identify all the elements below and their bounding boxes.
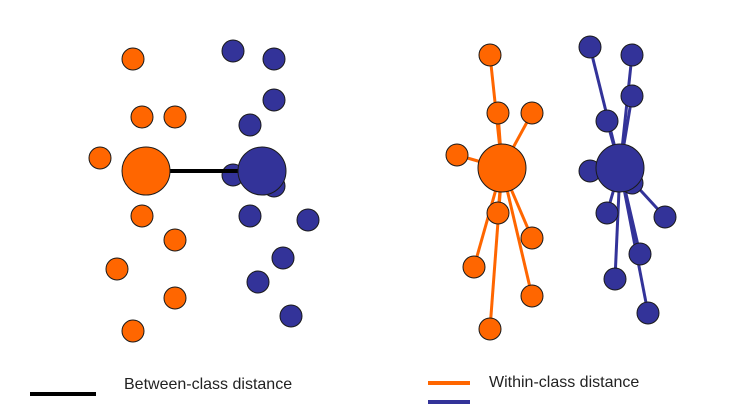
blue-class-point <box>246 270 270 294</box>
blue-class-point <box>221 39 245 63</box>
blue-class-point <box>279 304 303 328</box>
orange-class-point <box>486 101 510 125</box>
orange-class-point <box>520 101 544 125</box>
within-class-line-orange <box>488 167 504 330</box>
blue-class-point <box>262 88 286 112</box>
orange-class-point <box>163 105 187 129</box>
blue-class-point <box>653 205 677 229</box>
orange-class-point <box>130 105 154 129</box>
blue-class-point <box>636 301 660 325</box>
orange-class-point <box>520 226 544 250</box>
orange-class-point <box>121 319 145 343</box>
blue-class-point <box>262 47 286 71</box>
orange-class-point <box>462 255 486 279</box>
legend-within-class-label: Within-class distance <box>489 374 640 391</box>
blue-class-point <box>238 204 262 228</box>
orange-class-point <box>478 317 502 341</box>
blue-class-point <box>578 35 602 59</box>
orange-class-point <box>130 204 154 228</box>
blue-class-point <box>238 113 262 137</box>
blue-class-centroid <box>237 146 287 196</box>
blue-class-point <box>595 109 619 133</box>
orange-class-point <box>88 146 112 170</box>
legend-between-class-label: Between-class distance <box>124 376 293 393</box>
orange-class-point <box>445 143 469 167</box>
blue-class-point <box>271 246 295 270</box>
orange-class-point <box>121 47 145 71</box>
orange-class-point <box>163 228 187 252</box>
orange-class-point <box>478 43 502 67</box>
within-class-line-blue <box>618 167 650 314</box>
blue-class-point <box>620 84 644 108</box>
orange-class-centroid <box>121 146 171 196</box>
orange-class-point <box>486 201 510 225</box>
blue-class-point <box>620 43 644 67</box>
blue-class-centroid <box>595 143 645 193</box>
orange-class-point <box>520 284 544 308</box>
blue-class-point <box>628 242 652 266</box>
orange-class-point <box>105 257 129 281</box>
orange-class-centroid <box>477 143 527 193</box>
blue-class-point <box>603 267 627 291</box>
orange-class-point <box>163 286 187 310</box>
blue-class-point <box>595 201 619 225</box>
blue-class-point <box>296 208 320 232</box>
